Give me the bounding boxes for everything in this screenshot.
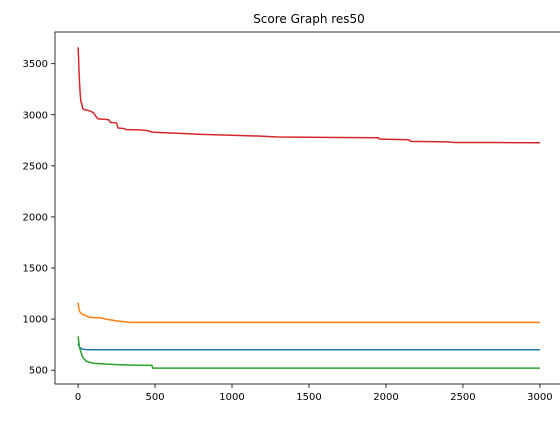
plot-frame — [54, 31, 560, 385]
chart-title: Score Graph res50 — [253, 12, 365, 26]
series-lines — [77, 47, 540, 369]
x-tick-label: 500 — [146, 392, 165, 403]
x-tick-label: 1500 — [296, 392, 321, 403]
y-tick-label: 1000 — [23, 315, 48, 326]
y-tick-label: 1500 — [23, 264, 48, 275]
x-tick-label: 0 — [75, 392, 81, 403]
y-axis-ticks: 500 1000 1500 2000 2500 3000 3500 — [23, 59, 55, 377]
x-axis-ticks: 0 500 1000 1500 2000 2500 3000 — [75, 384, 553, 403]
y-tick-label: 3500 — [23, 59, 48, 70]
series-line-2 — [77, 302, 540, 324]
y-tick-label: 2500 — [23, 161, 48, 172]
y-tick-label: 2000 — [23, 212, 48, 223]
x-tick-label: 1000 — [219, 392, 244, 403]
series-line-4 — [77, 47, 540, 144]
y-tick-label: 3000 — [23, 110, 48, 121]
series-line-3 — [77, 336, 540, 369]
x-tick-label: 3000 — [527, 392, 552, 403]
x-tick-label: 2500 — [450, 392, 475, 403]
y-tick-label: 500 — [29, 366, 48, 377]
x-tick-label: 2000 — [373, 392, 398, 403]
